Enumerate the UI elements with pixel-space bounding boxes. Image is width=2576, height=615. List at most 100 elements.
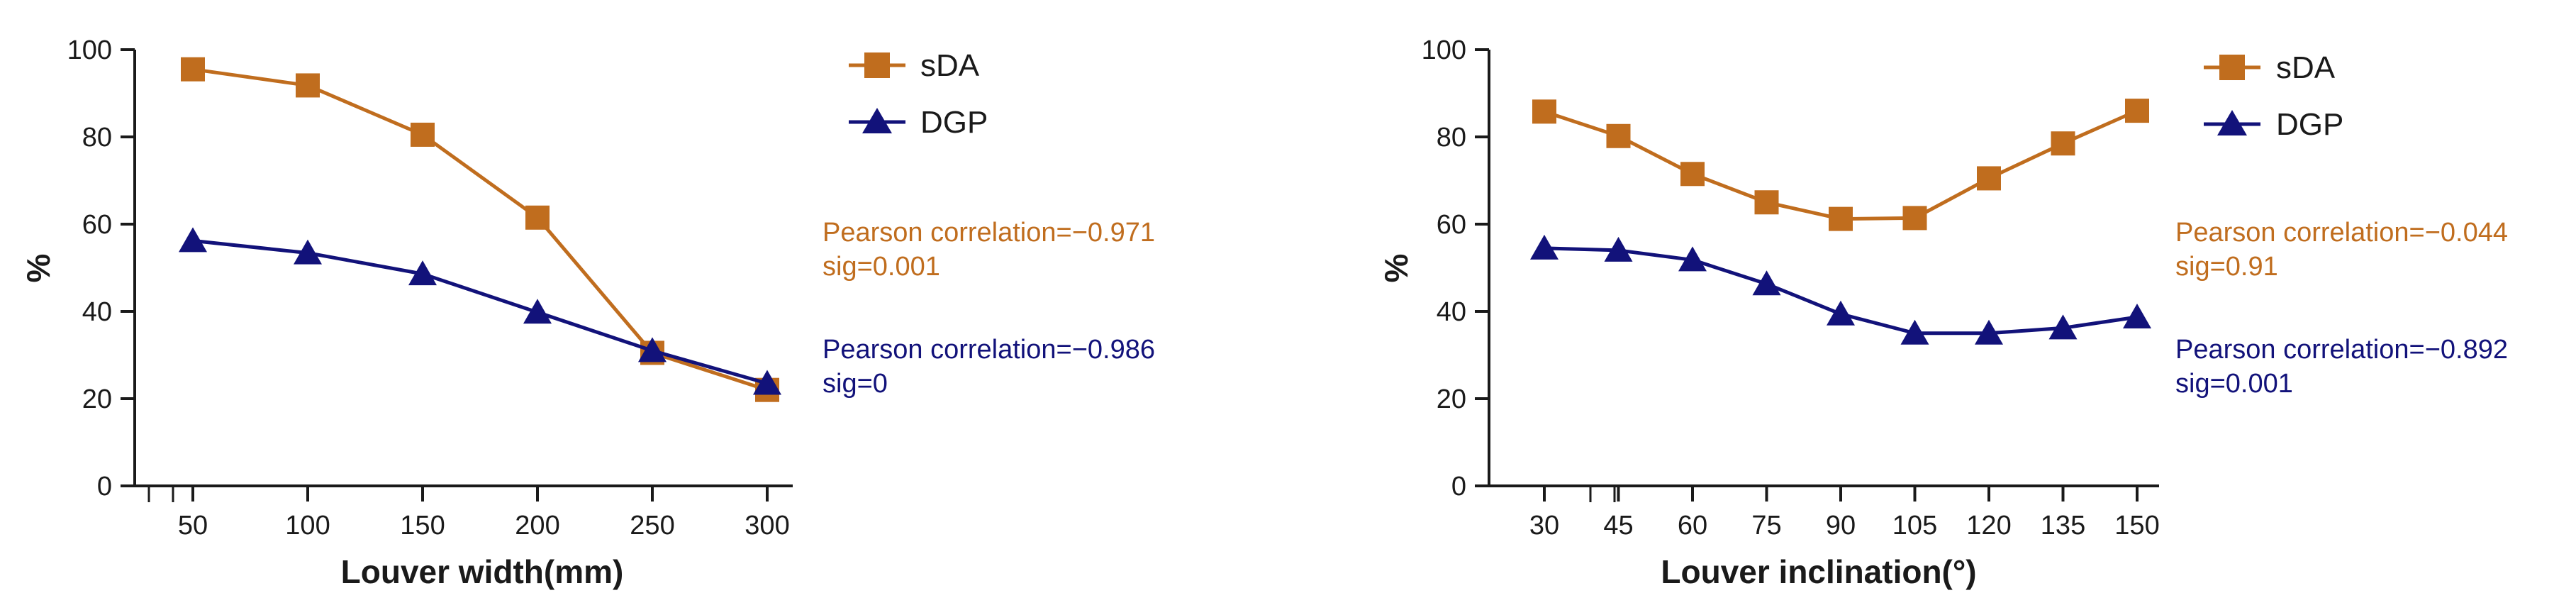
data-point-dgp [408,260,437,286]
x-tick-label: 300 [745,511,789,541]
data-point-sda [411,122,435,147]
data-point-dgp [1604,236,1633,262]
x-tick-label: 50 [178,511,208,541]
y-tick-label: 40 [82,297,112,327]
legend: sDA DGP [849,48,988,140]
x-tick-label: 135 [2041,511,2085,541]
data-point-sda [1977,166,2001,191]
data-point-sda [1754,190,1779,215]
data-point-sda [2051,131,2075,156]
data-point-sda [296,73,320,98]
data-point-dgp [1900,319,1929,345]
x-tick-label: 45 [1603,511,1633,541]
y-axis: 0 20 40 60 80 100 % [20,35,136,502]
y-axis: 0 20 40 60 80 100 % [1378,35,1490,502]
y-tick-label: 100 [1422,35,1466,65]
legend-marker-sda [864,52,890,78]
x-axis: 50 100 150 200 250 300 Louver width(mm) [135,484,793,590]
x-tick-label: 100 [285,511,330,541]
series-line-dgp [192,238,768,385]
y-tick-label: 40 [1437,297,1466,327]
x-tick-label: 30 [1529,511,1559,541]
data-point-dgp [1827,300,1855,326]
annotation-sda-sig: sig=0.91 [2175,252,2278,282]
data-point-sda [2125,99,2149,123]
legend-label-dgp: DGP [920,105,988,140]
data-point-dgp [294,239,322,265]
legend: sDA DGP [2204,50,2343,142]
annotation-dgp-correlation: Pearson correlation=−0.986 [823,335,1155,365]
y-tick-label: 60 [82,210,112,240]
data-point-dgp [179,227,207,253]
y-tick-label: 20 [82,384,112,414]
x-axis-title: Louver inclination(°) [1661,553,1976,590]
y-axis-title: % [1378,254,1415,283]
chart-louver-inclination: 0 20 40 60 80 100 % 30 45 60 75 90 105 120 135 150 Lo… [1378,35,2508,590]
y-tick-label: 80 [1437,123,1466,153]
legend-item-sda: sDA [849,48,980,83]
annotation-sda-correlation: Pearson correlation=−0.971 [823,218,1155,248]
annotation-sda: Pearson correlation=−0.044 sig=0.91 [2175,218,2508,282]
x-tick-label: 75 [1751,511,1781,541]
legend-label-sda: sDA [920,48,980,83]
annotation-sda: Pearson correlation=−0.971 sig=0.001 [823,218,1155,282]
y-ticks: 0 20 40 60 80 100 [67,35,135,502]
x-tick-label: 150 [2114,511,2159,541]
data-point-dgp [2048,314,2078,340]
legend-item-dgp: DGP [849,105,988,140]
chart-louver-width: 0 20 40 60 80 100 % 50 100 150 200 250 300 Louver … [20,35,1155,590]
data-point-dgp [2123,303,2151,328]
data-point-sda [525,205,550,230]
y-tick-label: 20 [1437,384,1466,414]
annotation-sda-sig: sig=0.001 [823,252,940,282]
x-tick-label: 120 [1966,511,2011,541]
data-point-dgp [1678,246,1707,272]
legend-label-sda: sDA [2276,50,2336,85]
x-tick-label: 250 [630,511,674,541]
legend-marker-dgp [862,108,892,133]
data-point-dgp [1975,319,2003,345]
y-ticks: 0 20 40 60 80 100 [1422,35,1489,502]
data-point-sda [1532,99,1556,124]
data-point-dgp [523,299,552,324]
plot-area [179,57,781,402]
legend-label-dgp: DGP [2276,107,2343,142]
x-axis: 30 45 60 75 90 105 120 135 150 Louver inclinatio… [1489,484,2160,590]
annotation-dgp: Pearson correlation=−0.986 sig=0 [823,335,1155,399]
x-tick-label: 90 [1826,511,1856,541]
legend-item-dgp: DGP [2204,107,2343,142]
data-point-sda [1902,206,1927,231]
x-tick-label: 60 [1678,511,1707,541]
data-point-dgp [1752,270,1781,296]
x-tick-label: 150 [400,511,445,541]
plot-area [1530,99,2151,345]
data-point-sda [181,57,205,82]
y-tick-label: 100 [67,35,112,65]
y-tick-label: 80 [82,123,112,153]
annotation-dgp: Pearson correlation=−0.892 sig=0.001 [2175,335,2508,399]
legend-marker-dgp [2217,110,2247,135]
y-axis-title: % [20,254,57,283]
data-point-dgp [753,370,781,395]
data-point-sda [1829,206,1853,231]
legend-marker-sda [2219,55,2245,80]
x-axis-title: Louver width(mm) [341,553,624,590]
legend-item-sda: sDA [2204,50,2336,85]
x-ticks: 50 100 150 200 250 300 [178,486,790,541]
y-tick-label: 0 [97,472,112,502]
data-point-sda [1680,162,1705,187]
annotation-dgp-correlation: Pearson correlation=−0.892 [2175,335,2508,365]
data-point-dgp [1530,234,1559,260]
data-point-dgp [638,337,667,362]
x-ticks: 30 45 60 75 90 105 120 135 150 [1529,486,2160,541]
x-tick-label: 200 [515,511,559,541]
series-line-sda [192,67,768,392]
data-point-sda [1606,123,1631,148]
x-tick-label: 105 [1892,511,1937,541]
y-tick-label: 0 [1451,472,1466,502]
y-tick-label: 60 [1437,210,1466,240]
annotation-sda-correlation: Pearson correlation=−0.044 [2175,218,2508,248]
series-line-sda [1544,109,2139,221]
annotation-dgp-sig: sig=0.001 [2175,369,2293,399]
